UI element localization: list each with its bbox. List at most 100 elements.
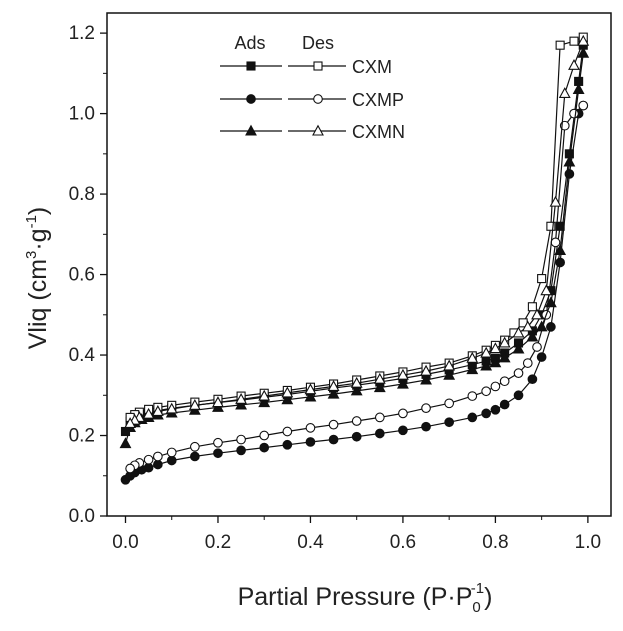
data-point [572, 83, 585, 95]
data-point [212, 396, 224, 408]
data-point [350, 376, 363, 388]
y-axis-label: Vliq (cm3·g-1) [23, 207, 52, 350]
data-point [350, 384, 363, 396]
data-point [236, 445, 246, 456]
data-point [544, 296, 557, 308]
legend-label-cxm: CXM [352, 57, 392, 77]
data-point [499, 399, 510, 410]
data-point [421, 421, 431, 432]
data-point [398, 408, 408, 419]
data-point [373, 381, 386, 393]
data-point [213, 448, 223, 459]
data-point [444, 398, 455, 409]
data-point [166, 455, 177, 466]
data-point [282, 439, 293, 450]
data-point [443, 359, 456, 371]
data-point [420, 373, 432, 385]
data-point [305, 423, 316, 433]
data-point [527, 374, 538, 385]
data-point [490, 404, 501, 415]
data-point [577, 46, 590, 58]
x-tick-label: 0.6 [390, 532, 416, 553]
data-point [489, 356, 502, 368]
data-point [374, 412, 385, 423]
data-point [351, 431, 362, 442]
data-point [153, 451, 163, 462]
data-point [443, 368, 456, 380]
data-point [304, 383, 317, 395]
data-point [467, 412, 478, 423]
data-point [558, 87, 571, 99]
y-tick-label: 0.8 [69, 184, 95, 205]
data-point [397, 377, 409, 389]
legend-label-cxmp: CXMP [352, 90, 404, 110]
data-point [540, 284, 553, 296]
legend-marker-des [312, 124, 324, 136]
data-point [304, 390, 317, 402]
data-point [531, 308, 543, 320]
legend-marker-ads [246, 61, 256, 71]
data-point [467, 391, 478, 401]
data-point [420, 364, 432, 376]
data-point [259, 430, 270, 441]
data-point [555, 40, 565, 50]
data-point [373, 372, 386, 384]
data-point [142, 407, 155, 419]
data-point [327, 380, 340, 391]
y-tick-label: 0.4 [69, 345, 96, 366]
legend-marker-ads [246, 94, 256, 104]
data-point [512, 342, 525, 354]
data-point [190, 441, 200, 452]
data-point [513, 368, 524, 378]
data-point [513, 390, 524, 401]
data-point [512, 326, 525, 338]
data-point [563, 155, 576, 167]
data-point [577, 34, 590, 46]
x-axis-label: Partial Pressure (P·P0-1) [238, 580, 493, 616]
data-point [213, 437, 223, 448]
data-point [527, 302, 537, 312]
data-point [578, 100, 589, 111]
series-layer [119, 32, 590, 485]
data-point [188, 398, 201, 410]
data-point [466, 363, 479, 375]
x-tick-label: 0.4 [297, 532, 324, 553]
series-cxmp-des [125, 100, 589, 474]
data-point [153, 459, 163, 470]
plot-frame [106, 12, 612, 517]
series-cxmp-ads [120, 100, 589, 485]
legend-label-cxmn: CXMN [352, 122, 405, 142]
axes-layer: 0.0 0.2 0.4 0.6 0.8 1.0 0.0 0.2 0.4 0.6 0.8 1.0 1.2 [69, 12, 612, 553]
data-point [259, 442, 270, 453]
data-point [546, 221, 556, 231]
data-point [521, 320, 534, 332]
series-cxmn-des [124, 34, 590, 428]
data-point [535, 320, 548, 332]
data-point [490, 381, 501, 392]
data-point [421, 403, 431, 414]
data-point [549, 195, 562, 207]
data-point [564, 169, 575, 179]
data-point [281, 393, 294, 405]
data-point [554, 244, 567, 255]
data-point [165, 402, 178, 414]
data-point [328, 434, 339, 445]
data-point [235, 398, 248, 410]
legend-header-des: Des [302, 33, 334, 53]
data-point [327, 387, 340, 399]
y-tick-label: 0.2 [69, 426, 95, 447]
data-point [480, 359, 493, 371]
data-point [499, 376, 510, 387]
data-point [236, 434, 246, 445]
legend-marker-des [313, 94, 323, 104]
x-tick-label: 0.0 [112, 532, 138, 553]
x-tick-label: 1.0 [575, 532, 601, 553]
data-point [550, 237, 561, 248]
data-point [351, 416, 362, 426]
data-point [481, 408, 492, 419]
data-point [166, 447, 177, 458]
data-point [258, 389, 271, 401]
data-point [119, 437, 132, 449]
